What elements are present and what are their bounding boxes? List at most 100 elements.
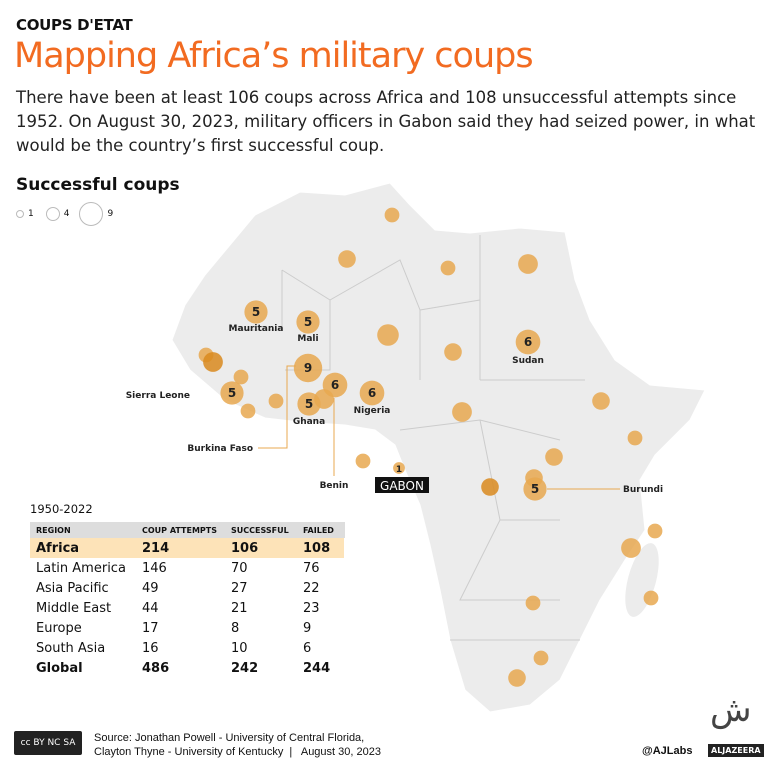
coup-table: 1950-2022 REGION COUP ATTEMPTS SUCCESSFUL F… [30, 502, 345, 678]
table-cell: 23 [303, 600, 320, 616]
table-row: Asia Pacific 49 27 22 [30, 578, 344, 598]
map-label: 5 [228, 386, 236, 400]
page-title: Mapping Africa’s military coups [14, 36, 534, 76]
handle: @AJLabs [642, 745, 693, 757]
table-cell: 8 [231, 620, 240, 636]
table-cell: 486 [142, 660, 170, 676]
table-cell: 16 [142, 640, 159, 656]
brand-wordmark: ALJAZEERA [708, 744, 764, 757]
coup-bubble [481, 478, 499, 496]
table-cell: Asia Pacific [36, 580, 109, 596]
table-cell: 214 [142, 540, 170, 556]
size-legend: 1 4 9 [16, 202, 113, 226]
kicker: COUPS D'ETAT [16, 16, 133, 34]
map-label: 1 [396, 465, 402, 475]
coup-bubble [523, 477, 547, 501]
coup-bubble [338, 250, 356, 268]
coup-bubble [377, 324, 399, 346]
table-period: 1950-2022 [30, 502, 93, 516]
map-label: Sierra Leone [126, 391, 190, 401]
table-cell: Middle East [36, 600, 112, 616]
table-cell: 21 [231, 600, 248, 616]
coup-bubble [452, 402, 472, 422]
coup-bubble [244, 300, 268, 324]
coup-bubble [293, 353, 323, 383]
table-cell: 10 [231, 640, 248, 656]
map-label: 6 [524, 335, 532, 349]
coup-bubble [296, 310, 320, 334]
coup-bubble [240, 403, 256, 419]
table-row: Africa 214 106 108 [30, 538, 344, 558]
coup-bubble [627, 430, 643, 446]
table-cell: 27 [231, 580, 248, 596]
coup-bubble [525, 595, 541, 611]
table-cell: 106 [231, 540, 259, 556]
table-cell: Europe [36, 620, 82, 636]
coup-bubble [359, 380, 385, 406]
map-label: Burundi [623, 485, 663, 495]
coup-bubble [533, 650, 549, 666]
legend-label: 9 [107, 209, 114, 219]
gabon-label-box [375, 477, 429, 493]
coup-bubble [508, 669, 526, 687]
table-cell: Latin America [36, 560, 126, 576]
coup-bubble [515, 329, 541, 355]
table-header: REGION COUP ATTEMPTS SUCCESSFUL FAILED [30, 522, 345, 538]
legend-circle-large [79, 202, 104, 226]
table-cell: 70 [231, 560, 248, 576]
table-cell: 6 [303, 640, 312, 656]
map-label: Nigeria [354, 406, 391, 416]
legend-title: Successful coups [16, 175, 180, 195]
source-note: Source: Jonathan Powell - University of … [94, 731, 381, 759]
table-row: Europe 17 8 9 [30, 618, 344, 638]
header-cell: COUP ATTEMPTS [142, 525, 217, 535]
table-cell: 244 [303, 660, 331, 676]
coup-bubble [444, 343, 462, 361]
madagascar [625, 543, 659, 617]
legend-label: 1 [28, 209, 34, 219]
header-cell: SUCCESSFUL [231, 525, 289, 535]
coup-bubble [233, 369, 249, 385]
map-label: 5 [305, 397, 313, 411]
map-label: 5 [531, 482, 539, 496]
table-cell: 22 [303, 580, 320, 596]
table-cell: Africa [36, 540, 80, 556]
coup-bubble [322, 372, 348, 398]
coup-bubble [203, 352, 223, 372]
table-cell: 17 [142, 620, 159, 636]
country-borders [230, 235, 585, 641]
legend-circle-medium [45, 207, 60, 221]
coup-bubble [268, 393, 284, 409]
leader-lines [258, 365, 620, 490]
coup-bubble [393, 462, 405, 474]
coup-bubble [297, 392, 321, 416]
map-label: Ghana [293, 417, 325, 427]
aljazeera-logo-icon: ش [710, 690, 752, 730]
coup-bubble [621, 538, 641, 558]
table-row: South Asia 16 10 6 [30, 638, 344, 658]
creative-commons-badge: cc BY NC SA [14, 731, 82, 755]
table-cell: South Asia [36, 640, 106, 656]
map-label: 9 [304, 361, 312, 375]
map-label: 5 [252, 305, 260, 319]
map-label: 6 [368, 386, 376, 400]
coup-bubble [220, 381, 244, 405]
coup-bubble [643, 590, 659, 606]
header-cell: REGION [36, 525, 71, 535]
coup-bubble [545, 448, 563, 466]
map-label: Mali [297, 334, 318, 344]
table-row: Latin America 146 70 76 [30, 558, 344, 578]
table-cell: 146 [142, 560, 167, 576]
map-label: GABON [380, 479, 424, 493]
table-cell: 9 [303, 620, 312, 636]
map-label: Mauritania [229, 324, 284, 334]
map-label: Sudan [512, 356, 544, 366]
coup-bubble [592, 392, 610, 410]
coup-bubble [518, 254, 538, 274]
table-row: Middle East 44 21 23 [30, 598, 344, 618]
legend-label: 4 [63, 209, 70, 219]
map-label: 5 [304, 315, 312, 329]
table-cell: 242 [231, 660, 259, 676]
